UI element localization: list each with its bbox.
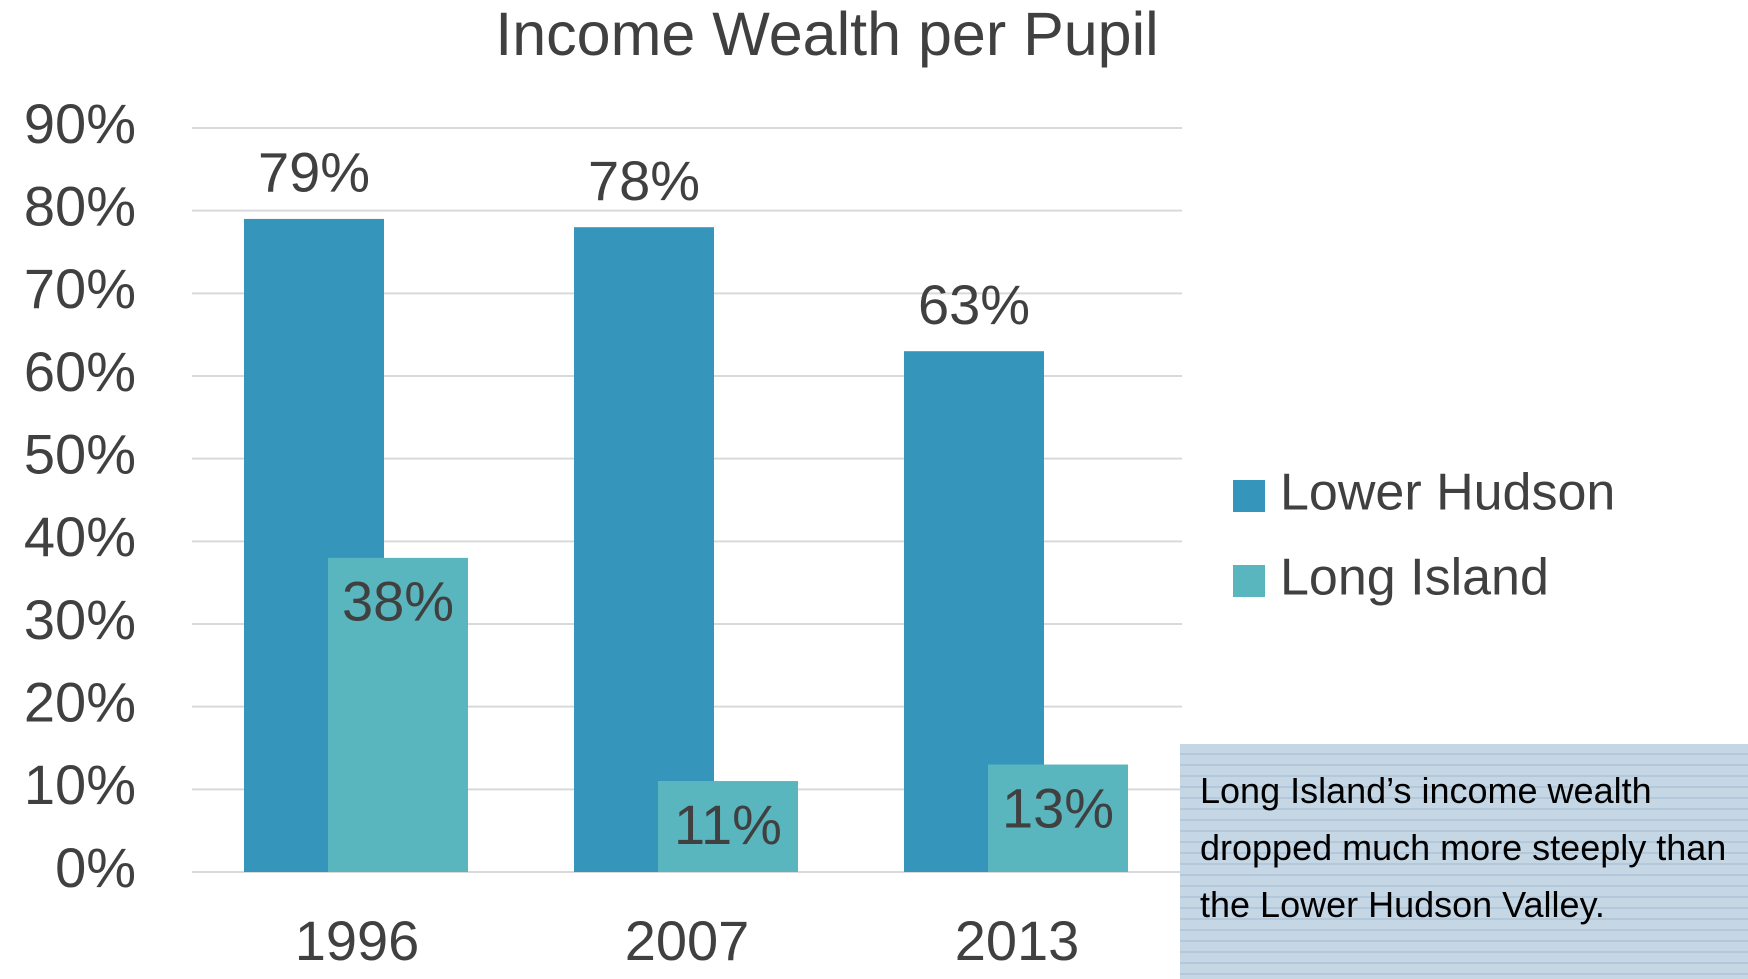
y-tick-label: 10% — [24, 753, 136, 816]
annotation: Long Island’s income wealth dropped much… — [1180, 744, 1748, 979]
y-tick-label: 20% — [24, 670, 136, 733]
y-tick-label: 80% — [24, 174, 136, 237]
y-tick-label: 70% — [24, 257, 136, 320]
y-tick-label: 90% — [24, 92, 136, 155]
x-tick-label: 2007 — [625, 909, 750, 972]
data-label: 78% — [588, 149, 700, 212]
data-label: 79% — [258, 141, 370, 204]
legend-swatch — [1233, 480, 1265, 512]
legend-label: Lower Hudson — [1280, 464, 1615, 522]
bar — [328, 557, 468, 872]
data-label: 11% — [674, 793, 782, 856]
data-label: 63% — [918, 273, 1030, 336]
data-label: 38% — [342, 570, 454, 633]
chart-title: Income Wealth per Pupil — [495, 0, 1158, 68]
y-tick-label: 40% — [24, 505, 136, 568]
bar — [658, 781, 798, 872]
bar — [574, 227, 714, 872]
x-tick-label: 2013 — [955, 909, 1080, 972]
x-tick-label: 1996 — [295, 909, 420, 972]
y-tick-label: 60% — [24, 340, 136, 403]
y-tick-label: 0% — [55, 836, 136, 899]
data-label: 13% — [1002, 776, 1114, 839]
legend-swatch — [1233, 565, 1265, 597]
legend-label: Long Island — [1280, 549, 1549, 607]
y-tick-label: 50% — [24, 422, 136, 485]
bar — [988, 764, 1128, 872]
y-tick-label: 30% — [24, 588, 136, 651]
